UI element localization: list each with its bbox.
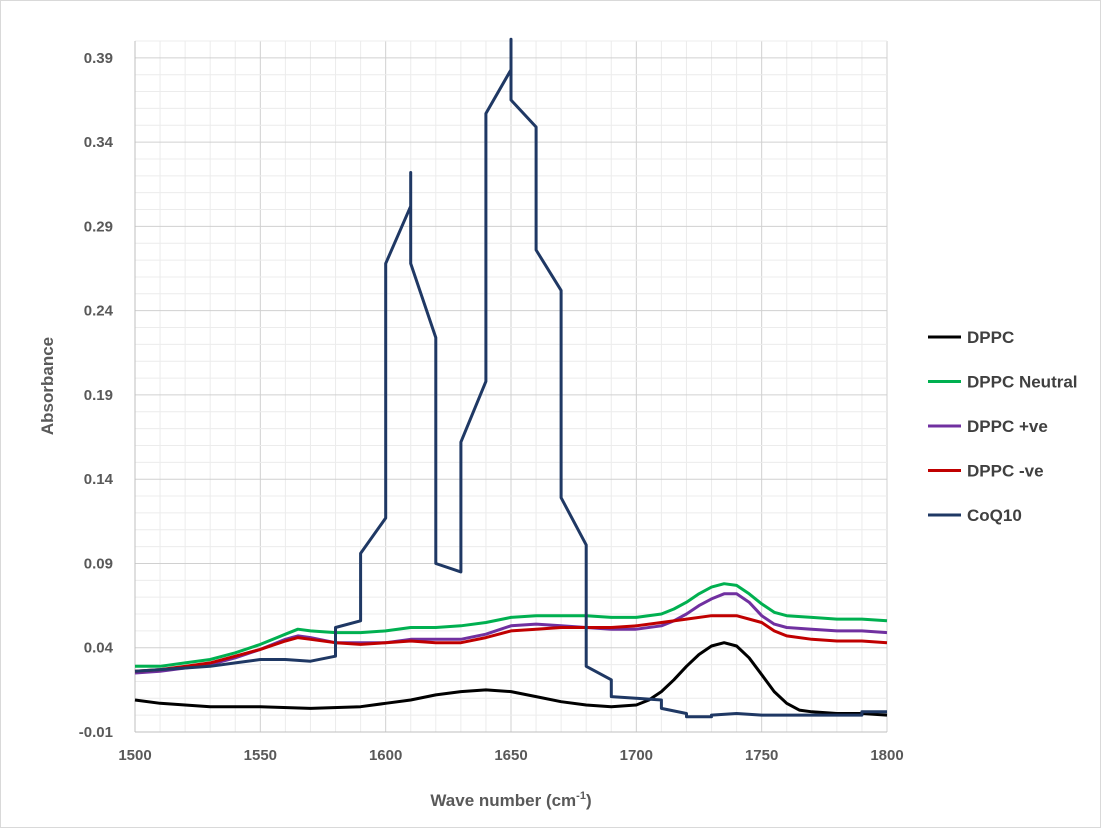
grid-lines	[134, 40, 888, 733]
y-tick-label: 0.19	[84, 387, 113, 404]
x-tick-label: 1750	[745, 747, 778, 764]
y-tick-label: 0.39	[84, 50, 113, 67]
series-line-dppc	[134, 641, 888, 717]
series-lines	[134, 37, 888, 719]
y-tick-label: 0.14	[84, 471, 114, 488]
x-axis-title-tail: )	[586, 791, 592, 810]
legend-label: DPPC Neutral	[967, 373, 1078, 392]
x-tick-label: 1800	[870, 747, 903, 764]
x-tick-label: 1500	[118, 747, 151, 764]
x-tick-label: 1600	[369, 747, 402, 764]
series-line-dppc-ve	[134, 592, 888, 675]
series-line-dppc-ve	[134, 614, 888, 673]
x-tick-label: 1550	[244, 747, 277, 764]
y-axis-ticks: -0.01 0.04 0.09 0.14 0.19 0.24 0.29 0.34 0.39	[79, 50, 114, 741]
y-tick-label: 0.04	[84, 640, 114, 657]
x-axis-ticks: 1500 1550 1600 1650 1700 1750 1800	[118, 747, 903, 764]
x-axis-title-main: Wave number (cm	[430, 791, 576, 810]
y-tick-label: -0.01	[79, 724, 113, 741]
legend-label: DPPC -ve	[967, 462, 1044, 481]
x-axis-title-superscript: -1	[576, 790, 586, 802]
legend-label: CoQ10	[967, 506, 1022, 525]
x-tick-label: 1650	[494, 747, 527, 764]
x-tick-label: 1700	[620, 747, 653, 764]
series-line-coq10	[134, 37, 887, 719]
x-axis-title: Wave number (cm-1)	[430, 790, 591, 810]
legend-label: DPPC +ve	[967, 417, 1048, 436]
y-tick-label: 0.34	[84, 134, 114, 151]
legend: DPPC DPPC Neutral DPPC +ve DPPC -ve CoQ10	[928, 328, 1078, 525]
y-tick-label: 0.09	[84, 555, 113, 572]
legend-label: DPPC	[967, 328, 1014, 347]
y-tick-label: 0.24	[84, 303, 114, 320]
y-axis-title: Absorbance	[38, 337, 57, 435]
series-line-dppc-neutral	[135, 582, 888, 668]
y-tick-label: 0.29	[84, 218, 113, 235]
